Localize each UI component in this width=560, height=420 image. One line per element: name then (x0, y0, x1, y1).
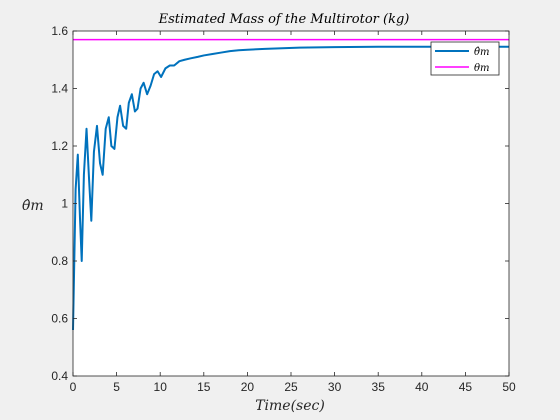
y-tick-label: 0.8 (51, 254, 68, 268)
y-tick-label: 1 (61, 197, 68, 211)
y-axis-label: θ̂m (22, 198, 44, 214)
x-tick-label: 5 (113, 380, 120, 394)
x-tick-label: 50 (502, 380, 516, 394)
y-tick-label: 1.4 (51, 82, 68, 96)
x-tick-label: 10 (154, 380, 168, 394)
x-tick-label: 30 (328, 380, 342, 394)
y-tick-label: 1.2 (51, 139, 68, 153)
legend-label-estimated: θ̂m (474, 47, 490, 58)
series-line-estimated-mass (72, 45, 509, 331)
y-tick-label: 0.6 (51, 312, 68, 326)
x-tick-label: 45 (459, 380, 473, 394)
chart-title: Estimated Mass of the Multirotor (kg) (158, 12, 410, 27)
y-axis: 0.4 0.6 0.8 1 1.2 1.4 1.6 (51, 24, 509, 383)
legend: θ̂m θm (430, 41, 500, 76)
legend-label-true: θm (474, 63, 490, 74)
x-axis: 0 5 10 15 20 25 30 35 40 45 50 (70, 31, 516, 394)
x-tick-label: 40 (415, 380, 429, 394)
x-tick-label: 15 (197, 380, 211, 394)
x-tick-label: 35 (372, 380, 386, 394)
y-tick-label: 1.6 (51, 24, 68, 38)
x-tick-label: 0 (70, 380, 77, 394)
plot-area (73, 31, 509, 376)
x-axis-label: Time(sec) (255, 398, 325, 414)
x-tick-label: 20 (241, 380, 255, 394)
legend-box (430, 41, 500, 76)
series-layer (72, 38, 509, 331)
x-tick-label: 25 (284, 380, 298, 394)
y-tick-label: 0.4 (51, 369, 68, 383)
